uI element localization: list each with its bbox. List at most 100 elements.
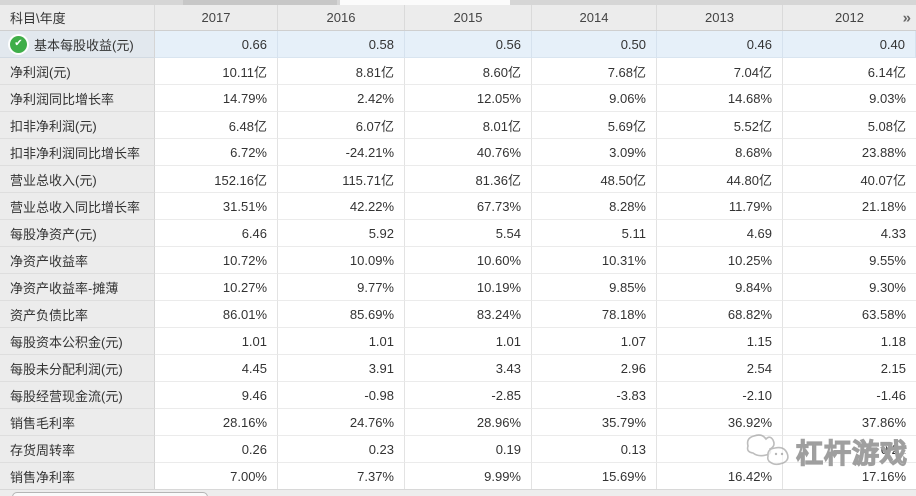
metric-label: 净资产收益率 [10, 253, 89, 269]
metric-row-header[interactable]: 净利润同比增长率 [0, 85, 155, 112]
value-cell: 81.36亿 [405, 166, 532, 193]
metric-row-header[interactable]: 每股净资产(元) [0, 220, 155, 247]
metric-label: 存货周转率 [10, 442, 76, 458]
metric-row-header[interactable]: 净资产收益率 [0, 247, 155, 274]
value-cell: 6.48亿 [155, 112, 278, 139]
metric-label: 销售净利率 [10, 469, 76, 485]
table-row: 净利润(元) 10.11亿 8.81亿 8.60亿 7.68亿 7.04亿 6.14亿 [0, 58, 916, 85]
year-header-2012: 2012 » [783, 5, 916, 30]
value-cell: 0.21 [783, 436, 916, 463]
table-row: 每股净资产(元) 6.46 5.92 5.54 5.11 4.69 4.33 [0, 220, 916, 247]
cropped-tab-strip [0, 0, 916, 5]
value-cell: 5.54 [405, 220, 532, 247]
value-cell: 0.19 [405, 436, 532, 463]
value-cell: 7.68亿 [532, 58, 657, 85]
table-header-row: 科目\年度 2017 2016 2015 2014 2013 2012 » [0, 5, 916, 31]
value-cell: 2.42% [278, 85, 405, 112]
value-cell: 28.96% [405, 409, 532, 436]
metric-row-header[interactable]: 存货周转率 [0, 436, 155, 463]
metric-row-header[interactable]: 每股未分配利润(元) [0, 355, 155, 382]
value-cell: 24.76% [278, 409, 405, 436]
metric-row-header[interactable]: 扣非净利润(元) [0, 112, 155, 139]
value-cell: 40.76% [405, 139, 532, 166]
value-cell: 86.01% [155, 301, 278, 328]
value-cell: 8.68% [657, 139, 783, 166]
tab-fragment [183, 0, 337, 5]
value-cell: 2.96 [532, 355, 657, 382]
value-cell: 6.46 [155, 220, 278, 247]
value-cell: 10.60% [405, 247, 532, 274]
value-cell: 63.58% [783, 301, 916, 328]
year-header-2012-label: 2012 [835, 10, 864, 25]
value-cell: 16.42% [657, 463, 783, 490]
metric-row-header[interactable]: 资产负债比率 [0, 301, 155, 328]
value-cell: 8.60亿 [405, 58, 532, 85]
table-row: 扣非净利润(元) 6.48亿 6.07亿 8.01亿 5.69亿 5.52亿 5.08亿 [0, 112, 916, 139]
table-body: ✔ 基本每股收益(元) 0.66 0.58 0.56 0.50 0.46 0.40 净利润(元)… [0, 31, 916, 490]
value-cell: 1.01 [155, 328, 278, 355]
value-cell: 10.11亿 [155, 58, 278, 85]
value-cell: 11.79% [657, 193, 783, 220]
value-cell: -2.85 [405, 382, 532, 409]
table-row: 净利润同比增长率 14.79% 2.42% 12.05% 9.06% 14.68% 9.03… [0, 85, 916, 112]
value-cell: 36.92% [657, 409, 783, 436]
value-cell: 0.13 [532, 436, 657, 463]
value-cell: 0.56 [405, 31, 532, 58]
value-cell: 67.73% [405, 193, 532, 220]
table-row: 营业总收入(元) 152.16亿 115.71亿 81.36亿 48.50亿 44.80亿… [0, 166, 916, 193]
metric-label: 销售毛利率 [10, 415, 76, 431]
table-row: 营业总收入同比增长率 31.51% 42.22% 67.73% 8.28% 11.79% 2… [0, 193, 916, 220]
table-row: 每股经营现金流(元) 9.46 -0.98 -2.85 -3.83 -2.10 -1.46 [0, 382, 916, 409]
value-cell: 3.43 [405, 355, 532, 382]
value-cell: 0.50 [532, 31, 657, 58]
value-cell: 9.06% [532, 85, 657, 112]
more-years-button[interactable]: » [902, 9, 911, 26]
value-cell: 5.92 [278, 220, 405, 247]
metric-label: 资产负债比率 [10, 307, 89, 323]
metric-row-header[interactable]: 每股经营现金流(元) [0, 382, 155, 409]
value-cell: 68.82% [657, 301, 783, 328]
metric-row-header[interactable]: 销售毛利率 [0, 409, 155, 436]
metric-row-header[interactable]: 每股资本公积金(元) [0, 328, 155, 355]
value-cell: 12.05% [405, 85, 532, 112]
metric-label: 每股资本公积金(元) [10, 334, 123, 350]
metric-label: 营业总收入同比增长率 [10, 199, 141, 215]
value-cell: 9.55% [783, 247, 916, 274]
horizontal-scrollbar-track[interactable] [0, 489, 916, 496]
value-cell: 37.86% [783, 409, 916, 436]
metric-label: 净资产收益率-摊薄 [10, 280, 119, 296]
metric-row-header[interactable]: 销售净利率 [0, 463, 155, 490]
value-cell: 9.85% [532, 274, 657, 301]
value-cell: 9.99% [405, 463, 532, 490]
value-cell: 7.04亿 [657, 58, 783, 85]
value-cell: 8.01亿 [405, 112, 532, 139]
year-header-2014: 2014 [532, 5, 657, 30]
value-cell: 10.31% [532, 247, 657, 274]
value-cell: 8.81亿 [278, 58, 405, 85]
check-icon[interactable]: ✔ [10, 35, 27, 53]
value-cell: 14.79% [155, 85, 278, 112]
value-cell: 5.69亿 [532, 112, 657, 139]
metric-label: 每股经营现金流(元) [10, 388, 123, 404]
value-cell: 9.03% [783, 85, 916, 112]
metric-row-header[interactable]: ✔ 基本每股收益(元) [0, 31, 155, 58]
value-cell: 0.46 [657, 31, 783, 58]
metric-row-header[interactable]: 净资产收益率-摊薄 [0, 274, 155, 301]
horizontal-scrollbar-thumb[interactable] [12, 492, 208, 496]
metric-row-header[interactable]: 净利润(元) [0, 58, 155, 85]
metric-label: 净利润(元) [10, 64, 71, 80]
value-cell: 21.18% [783, 193, 916, 220]
value-cell: 10.72% [155, 247, 278, 274]
value-cell: 9.46 [155, 382, 278, 409]
value-cell: 2.54 [657, 355, 783, 382]
metric-row-header[interactable]: 扣非净利润同比增长率 [0, 139, 155, 166]
metric-row-header[interactable]: 营业总收入同比增长率 [0, 193, 155, 220]
year-header-2015: 2015 [405, 5, 532, 30]
metric-label: 每股未分配利润(元) [10, 361, 123, 377]
value-cell: 2.15 [783, 355, 916, 382]
value-cell: 0.66 [155, 31, 278, 58]
value-cell: 9.84% [657, 274, 783, 301]
value-cell: 3.91 [278, 355, 405, 382]
metric-row-header[interactable]: 营业总收入(元) [0, 166, 155, 193]
